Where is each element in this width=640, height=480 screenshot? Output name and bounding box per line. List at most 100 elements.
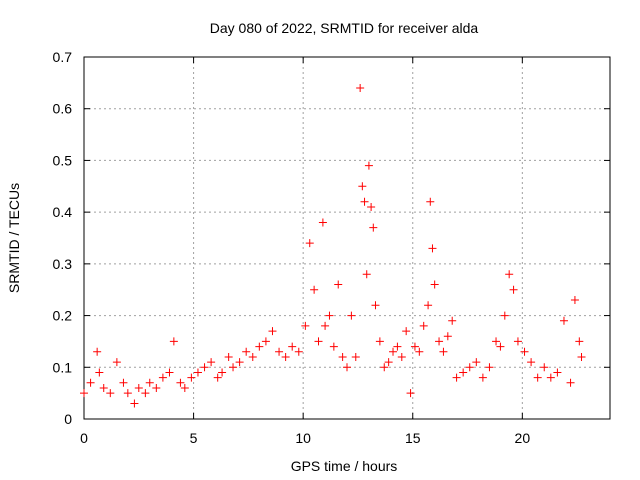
data-point [165,368,174,377]
data-point [356,84,365,93]
data-point [509,285,518,294]
data-point [500,311,509,320]
y-tick-label: 0.5 [53,152,73,168]
data-point [410,342,419,351]
data-point [310,285,319,294]
data-point [362,270,371,279]
data-point [406,389,415,398]
data-point [338,352,347,361]
data-point [334,280,343,289]
data-point [218,368,227,377]
y-axis-label: SRMTID / TECUs [6,183,22,293]
data-point [496,342,505,351]
x-axis-label: GPS time / hours [291,458,398,474]
data-point [255,342,264,351]
data-point [426,197,435,206]
y-tick-label: 0.6 [53,101,73,117]
tick-layer: 0 5 10 15 20 0 0.1 0.2 0.3 0.4 0.5 0.6 0.7 [53,49,610,446]
data-point [520,347,529,356]
data-point [80,389,88,398]
data-point [384,358,393,367]
data-point [443,332,452,341]
data-point [106,389,115,398]
data-point [112,358,121,367]
chart-title: Day 080 of 2022, SRMTID for receiver ald… [210,20,479,36]
data-point [321,321,330,330]
data-point [513,337,522,346]
data-point [397,352,406,361]
data-point [371,301,380,310]
data-point [325,311,334,320]
data-point [95,368,104,377]
grid-layer [84,57,610,419]
data-point [533,373,542,382]
data-point [145,378,154,387]
data-point [268,327,277,336]
data-point [419,321,428,330]
data-point [369,223,378,232]
data-point [553,368,562,377]
data-point [347,311,356,320]
x-tick-label: 10 [295,430,311,446]
plot-frame [83,56,611,420]
data-point [439,347,448,356]
x-tick-label: 20 [515,430,531,446]
data-point [448,316,457,325]
data-point [200,363,209,372]
data-point [169,337,178,346]
data-point [367,202,376,211]
data-point [452,373,461,382]
x-tick-label: 0 [80,430,88,446]
data-point [546,373,555,382]
data-point [235,358,244,367]
data-point [314,337,323,346]
data-point [478,373,487,382]
data-point [294,347,303,356]
y-tick-label: 0.7 [53,49,73,65]
data-point [213,373,222,382]
data-point [180,383,189,392]
data-point [130,399,139,408]
y-tick-label: 0.1 [53,359,73,375]
x-tick-label: 15 [405,430,421,446]
data-point [492,337,501,346]
data-points [80,84,586,408]
data-point [329,342,338,351]
data-point [424,301,433,310]
data-point [393,342,402,351]
data-point [459,368,468,377]
data-point [465,363,474,372]
data-point [281,352,290,361]
data-point [176,378,185,387]
data-point [575,337,584,346]
y-tick-label: 0 [64,411,72,427]
data-point [435,337,444,346]
data-point [343,363,351,372]
data-point [428,244,437,253]
data-point [301,321,310,330]
data-point [570,296,579,305]
data-point [389,347,398,356]
data-point [472,358,481,367]
data-point [358,182,367,191]
y-tick-label: 0.2 [53,308,73,324]
data-point [288,342,297,351]
x-tick-label: 5 [190,430,198,446]
data-point [577,352,586,361]
data-point [351,352,360,361]
data-point [430,280,439,289]
data-point [505,270,514,279]
data-point [134,383,143,392]
data-point [248,352,257,361]
data-point [93,347,102,356]
data-point [158,373,167,382]
data-point [187,373,196,382]
y-tick-label: 0.4 [53,204,73,220]
data-point [318,218,327,227]
data-point [152,383,161,392]
data-point [402,327,411,336]
data-point [415,347,424,356]
y-tick-label: 0.3 [53,256,73,272]
data-point [380,363,389,372]
